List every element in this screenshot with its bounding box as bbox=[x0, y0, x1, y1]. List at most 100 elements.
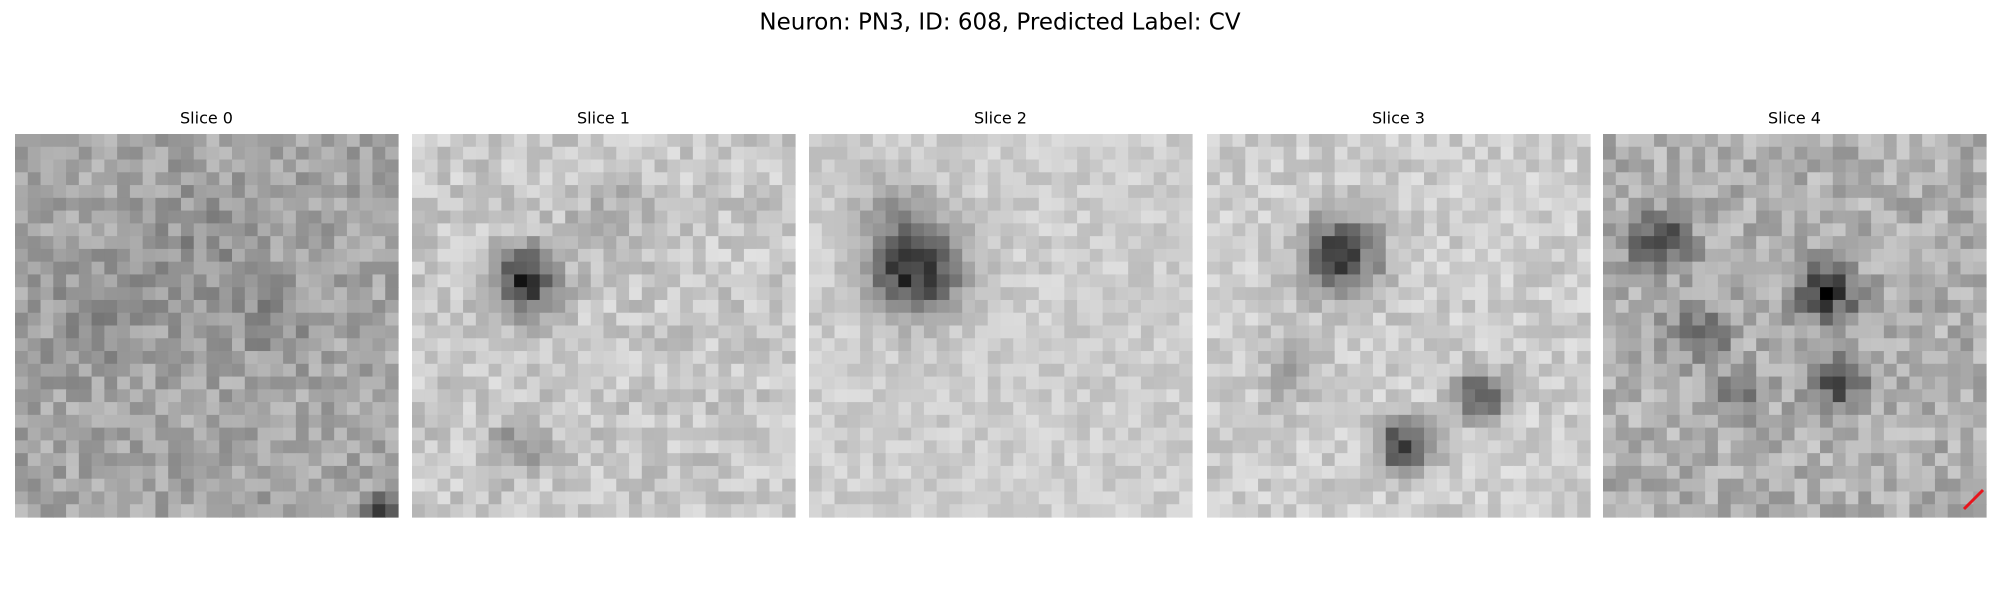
pixel bbox=[1077, 478, 1091, 493]
pixel bbox=[1564, 274, 1578, 288]
pixel bbox=[308, 389, 322, 403]
pixel bbox=[372, 414, 386, 429]
pixel bbox=[1270, 248, 1285, 263]
pixel bbox=[1153, 402, 1168, 416]
pixel bbox=[475, 299, 490, 314]
pixel bbox=[1781, 248, 1796, 263]
pixel bbox=[1538, 402, 1553, 416]
pixel bbox=[193, 261, 208, 276]
pixel bbox=[949, 261, 963, 276]
pixel bbox=[1334, 261, 1349, 276]
pixel bbox=[731, 134, 745, 148]
pixel bbox=[974, 274, 989, 288]
pixel bbox=[1013, 236, 1027, 250]
pixel bbox=[1641, 223, 1655, 237]
pixel bbox=[283, 312, 297, 327]
pixel bbox=[1756, 172, 1770, 186]
pixel bbox=[782, 504, 796, 518]
pixel bbox=[1026, 299, 1040, 314]
pixel bbox=[1051, 312, 1065, 327]
pixel bbox=[463, 299, 477, 314]
pixel bbox=[809, 146, 823, 161]
pixel bbox=[321, 185, 335, 199]
pixel bbox=[1334, 427, 1349, 441]
pixel bbox=[1372, 465, 1387, 480]
pixel bbox=[1270, 427, 1285, 441]
pixel bbox=[91, 427, 105, 441]
pixel bbox=[962, 402, 976, 416]
pixel bbox=[129, 197, 144, 212]
pixel bbox=[1960, 376, 1974, 390]
pixel bbox=[1564, 504, 1578, 518]
pixel bbox=[514, 185, 528, 199]
pixel bbox=[1334, 248, 1349, 263]
pixel bbox=[885, 402, 899, 416]
pixel bbox=[1128, 453, 1142, 467]
pixel bbox=[1845, 146, 1859, 161]
pixel bbox=[78, 453, 93, 467]
pixel bbox=[1577, 504, 1591, 518]
pixel bbox=[27, 389, 42, 403]
pixel bbox=[1179, 351, 1193, 365]
pixel bbox=[180, 478, 195, 493]
pixel bbox=[1245, 440, 1259, 454]
pixel bbox=[488, 338, 502, 352]
pixel bbox=[1832, 134, 1847, 148]
pixel bbox=[1026, 146, 1040, 161]
pixel bbox=[1820, 197, 1834, 212]
pixel bbox=[1436, 325, 1451, 339]
pixel bbox=[1424, 287, 1438, 301]
pixel bbox=[565, 210, 579, 224]
pixel bbox=[1807, 223, 1821, 237]
pixel bbox=[654, 299, 668, 314]
pixel bbox=[1679, 248, 1693, 263]
pixel bbox=[1538, 376, 1553, 390]
pixel bbox=[936, 504, 951, 518]
pixel bbox=[718, 134, 732, 148]
pixel bbox=[1743, 351, 1757, 365]
pixel bbox=[834, 287, 848, 301]
pixel bbox=[91, 299, 105, 314]
pixel bbox=[1883, 312, 1898, 327]
pixel bbox=[1013, 440, 1027, 454]
pixel bbox=[731, 312, 745, 327]
pixel bbox=[117, 453, 131, 467]
pixel bbox=[1462, 504, 1476, 518]
pixel bbox=[1705, 159, 1719, 173]
pixel bbox=[372, 351, 386, 365]
pixel bbox=[1089, 197, 1104, 212]
pixel bbox=[743, 402, 758, 416]
pixel bbox=[1321, 299, 1336, 314]
pixel bbox=[1845, 236, 1859, 250]
pixel bbox=[1947, 478, 1962, 493]
pixel bbox=[1372, 478, 1387, 493]
pixel bbox=[898, 389, 912, 403]
pixel bbox=[1960, 159, 1974, 173]
pixel bbox=[1411, 440, 1425, 454]
pixel bbox=[53, 185, 67, 199]
pixel bbox=[1807, 210, 1821, 224]
pixel bbox=[1832, 223, 1847, 237]
pixel bbox=[1270, 134, 1285, 148]
pixel bbox=[1641, 185, 1655, 199]
pixel bbox=[1051, 274, 1065, 288]
pixel bbox=[898, 159, 912, 173]
pixel bbox=[1973, 363, 1987, 378]
pixel bbox=[180, 248, 195, 263]
pixel bbox=[1115, 427, 1129, 441]
pixel bbox=[1500, 172, 1514, 186]
pixel bbox=[1449, 197, 1463, 212]
pixel bbox=[1807, 261, 1821, 276]
pixel bbox=[346, 338, 361, 352]
pixel bbox=[1462, 299, 1476, 314]
pixel bbox=[1475, 504, 1489, 518]
pixel bbox=[1424, 223, 1438, 237]
pixel bbox=[1960, 185, 1974, 199]
pixel bbox=[1705, 440, 1719, 454]
pixel bbox=[1462, 325, 1476, 339]
pixel bbox=[1051, 414, 1065, 429]
pixel bbox=[129, 491, 144, 505]
pixel bbox=[1334, 172, 1349, 186]
pixel bbox=[616, 402, 630, 416]
pixel bbox=[1603, 312, 1617, 327]
